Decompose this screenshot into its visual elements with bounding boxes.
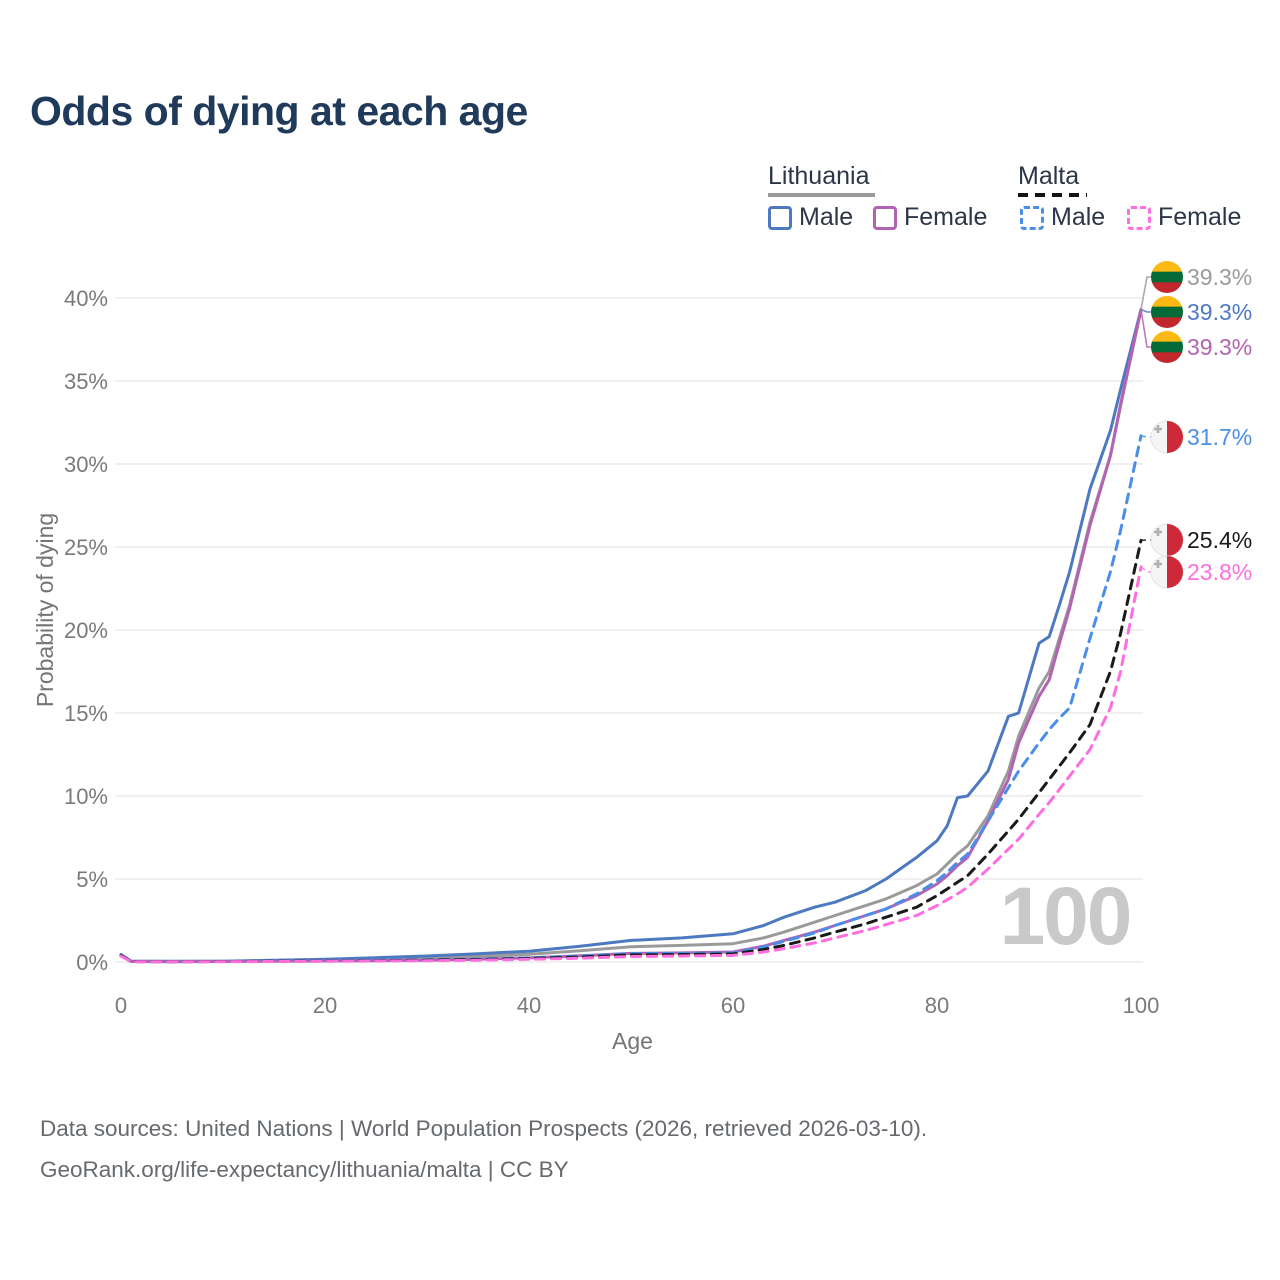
legend-item-label: Male	[1051, 203, 1106, 231]
series-end-value-label: 31.7%	[1187, 424, 1252, 450]
checkbox-icon[interactable]	[768, 205, 792, 230]
footer-attribution-link[interactable]: GeoRank.org/life-expectancy/lithuania/ma…	[40, 1157, 569, 1182]
legend-item-lithuania-male[interactable]: Male	[768, 203, 853, 232]
malta-flag-icon	[1167, 421, 1183, 453]
age-watermark: 100	[999, 871, 1133, 962]
malta-dashed-line-swatch	[1018, 193, 1087, 197]
lithuania-flag-icon	[1151, 306, 1183, 318]
series-line-lithuania-female	[119, 308, 1143, 964]
legend-item-malta-female[interactable]: Female	[1127, 203, 1241, 232]
legend-item-label: Female	[1158, 203, 1242, 231]
x-axis-tick-label: 80	[925, 993, 949, 1018]
checkbox-icon[interactable]	[1127, 205, 1151, 230]
footer: Data sources: United Nations | World Pop…	[40, 1108, 927, 1190]
series-end-value-label: 39.3%	[1187, 334, 1252, 360]
legend-item-label: Female	[904, 203, 988, 231]
checkbox-icon[interactable]	[1020, 205, 1044, 230]
legend-group-lithuania[interactable]: Lithuania	[768, 162, 870, 190]
page-title: Odds of dying at each age	[30, 88, 528, 134]
y-axis-tick-label: 5%	[76, 867, 108, 892]
lithuania-flag-icon	[1151, 261, 1183, 273]
checkbox-icon[interactable]	[873, 205, 897, 230]
series-end-value-label: 25.4%	[1187, 527, 1252, 553]
y-axis-tick-label: 0%	[76, 950, 108, 975]
x-axis-tick-label: 60	[721, 993, 745, 1018]
legend-item-lithuania-female[interactable]: Female	[873, 203, 987, 232]
lithuania-flag-icon	[1151, 317, 1183, 328]
x-axis-title: Age	[612, 1028, 653, 1054]
x-axis-tick-label: 100	[1123, 993, 1160, 1018]
series-line-malta-female	[119, 565, 1143, 964]
series-end-value-label: 39.3%	[1187, 264, 1252, 290]
y-axis-tick-label: 15%	[64, 701, 108, 726]
legend-group-malta[interactable]: Malta	[1018, 162, 1080, 190]
x-axis-tick-label: 20	[313, 993, 337, 1018]
y-axis-tick-label: 30%	[64, 452, 108, 477]
lithuania-flag-icon	[1151, 271, 1183, 283]
malta-flag-icon	[1167, 556, 1183, 588]
label-leader-line	[1140, 309, 1151, 348]
series-line-lithuania-male	[119, 308, 1143, 963]
series-line-lithuania	[119, 308, 1143, 963]
y-axis-tick-label: 40%	[64, 286, 108, 311]
label-leader-line	[1140, 434, 1151, 438]
lithuania-flag-icon	[1151, 352, 1183, 363]
label-leader-line	[1140, 566, 1151, 573]
y-axis-tick-label: 35%	[64, 369, 108, 394]
y-axis-tick-label: 20%	[64, 618, 108, 643]
lithuania-flag-icon	[1151, 341, 1183, 353]
series-line-malta-male	[119, 434, 1143, 964]
malta-flag-cross-icon	[1154, 528, 1162, 536]
label-leader-line	[1140, 308, 1151, 313]
x-axis-tick-label: 0	[115, 993, 127, 1018]
x-axis-tick-label: 40	[517, 993, 541, 1018]
series-end-value-label: 23.8%	[1187, 559, 1252, 585]
lithuania-solid-line-swatch	[768, 193, 875, 197]
legend-item-malta-male[interactable]: Male	[1020, 203, 1105, 232]
malta-flag-cross-icon	[1154, 560, 1162, 568]
footer-data-sources: Data sources: United Nations | World Pop…	[40, 1116, 928, 1141]
series-end-value-label: 39.3%	[1187, 299, 1252, 325]
legend-item-label: Male	[799, 203, 854, 231]
series-line-malta	[119, 538, 1143, 964]
y-axis-tick-label: 25%	[64, 535, 108, 560]
lithuania-flag-icon	[1151, 282, 1183, 293]
malta-flag-cross-icon	[1154, 425, 1162, 433]
lithuania-flag-icon	[1151, 331, 1183, 343]
y-axis-tick-label: 10%	[64, 784, 108, 809]
label-leader-line	[1140, 276, 1151, 310]
lithuania-flag-icon	[1151, 296, 1183, 308]
malta-flag-icon	[1167, 524, 1183, 556]
